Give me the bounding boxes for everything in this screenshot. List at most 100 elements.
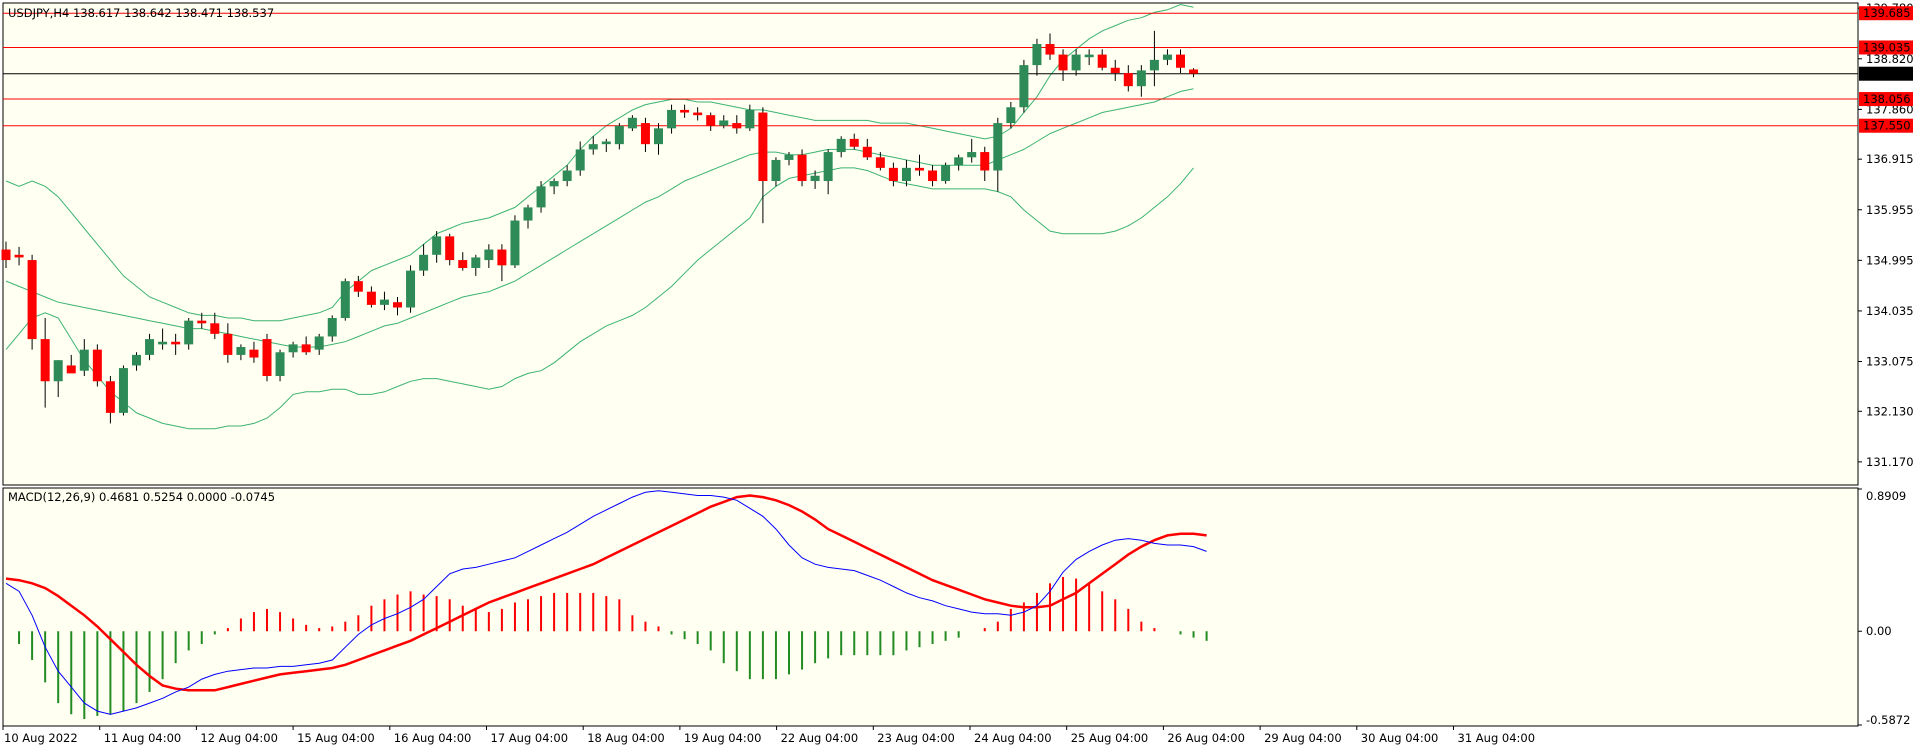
candle-body: [980, 152, 990, 171]
candle: [941, 162, 951, 184]
candle: [967, 138, 977, 163]
price-tick-label: 132.130: [1866, 404, 1914, 418]
candle: [197, 312, 207, 329]
candle-body: [223, 333, 233, 355]
candle: [1162, 49, 1172, 66]
candle: [66, 354, 76, 374]
candle: [1, 241, 11, 268]
candle: [706, 112, 716, 131]
candle-body: [66, 365, 76, 374]
candle-body: [706, 115, 716, 126]
candle-body: [1189, 69, 1199, 74]
time-tick-label: 31 Aug 04:00: [1458, 731, 1536, 745]
macd-panel: [2, 487, 1859, 727]
candle-body: [105, 381, 115, 413]
time-tick-label: 29 Aug 04:00: [1264, 731, 1342, 745]
candle-body: [758, 112, 768, 182]
level-label-bg: [1859, 92, 1913, 107]
candle: [432, 231, 442, 263]
level-label: 137.550: [1863, 119, 1911, 133]
candle-body: [575, 149, 585, 171]
candle: [1123, 65, 1133, 92]
candle-body: [719, 120, 729, 126]
macd-header: MACD(12,26,9) 0.4681 0.5254 0.0000 -0.07…: [8, 490, 275, 504]
candle-body: [901, 167, 911, 182]
level-label: 139.035: [1863, 40, 1911, 54]
candle: [288, 341, 298, 358]
candle: [249, 341, 259, 363]
candle-body: [797, 154, 807, 182]
candle: [536, 181, 546, 213]
candle-body: [862, 146, 872, 158]
candle: [575, 141, 585, 176]
candle-body: [680, 109, 690, 113]
candle: [118, 365, 128, 416]
candle-body: [314, 336, 324, 350]
candle-body: [301, 344, 311, 353]
candle-body: [1176, 54, 1185, 68]
price-tick-label: 131.170: [1866, 455, 1914, 469]
current-price-label: 138.537: [1863, 67, 1911, 81]
candle: [314, 333, 324, 355]
level-label-bg: [1859, 118, 1913, 133]
candle: [223, 323, 233, 363]
candle: [458, 252, 468, 271]
candle-body: [667, 109, 677, 129]
candle: [562, 165, 572, 187]
candle: [132, 352, 141, 371]
candle-body: [275, 352, 285, 376]
macd-tick-label: 0.00: [1866, 624, 1892, 638]
candle-body: [1123, 73, 1133, 87]
time-tick-label: 18 Aug 04:00: [587, 731, 665, 745]
time-tick-label: 25 Aug 04:00: [1071, 731, 1149, 745]
candle: [445, 233, 455, 266]
candle-body: [654, 128, 663, 145]
candle: [184, 318, 194, 350]
candle-body: [210, 323, 220, 334]
candle-body: [118, 368, 128, 413]
candle-body: [1019, 65, 1029, 108]
candle: [888, 162, 898, 187]
time-tick-label: 19 Aug 04:00: [684, 731, 762, 745]
candle-body: [993, 123, 1003, 171]
candle-body: [888, 167, 898, 182]
candle: [745, 104, 755, 131]
candle: [797, 149, 807, 187]
candle: [236, 344, 246, 361]
candle-body: [771, 159, 781, 182]
candle-body: [588, 144, 598, 150]
candle-body: [249, 349, 259, 358]
macd-tick-label: -0.5872: [1866, 713, 1910, 727]
candle: [1045, 33, 1055, 60]
time-tick-label: 26 Aug 04:00: [1167, 731, 1245, 745]
candle-body: [1136, 70, 1146, 87]
candle-body: [732, 123, 742, 129]
candle: [523, 204, 533, 229]
candle: [105, 375, 115, 424]
candle: [771, 157, 781, 187]
candle-body: [954, 157, 964, 166]
candle: [810, 170, 820, 189]
candle: [823, 149, 833, 195]
candle: [40, 318, 50, 408]
candle-body: [523, 207, 533, 221]
price-tick-label: 134.995: [1866, 253, 1914, 267]
candle: [667, 104, 677, 134]
candle-body: [366, 291, 376, 305]
time-tick-label: 10 Aug 2022: [4, 731, 78, 745]
candle-body: [1084, 54, 1094, 58]
candle: [1097, 49, 1107, 71]
candle-body: [1149, 59, 1159, 71]
candle-body: [810, 175, 820, 182]
candle: [693, 107, 703, 121]
candle-body: [627, 117, 637, 129]
candle: [145, 333, 155, 361]
time-tick-label: 24 Aug 04:00: [974, 731, 1052, 745]
candle-body: [171, 341, 181, 345]
candle: [862, 138, 872, 160]
candle: [1006, 102, 1016, 129]
price-tick-label: 133.075: [1866, 354, 1914, 368]
candle: [928, 165, 938, 187]
candle: [836, 136, 846, 158]
